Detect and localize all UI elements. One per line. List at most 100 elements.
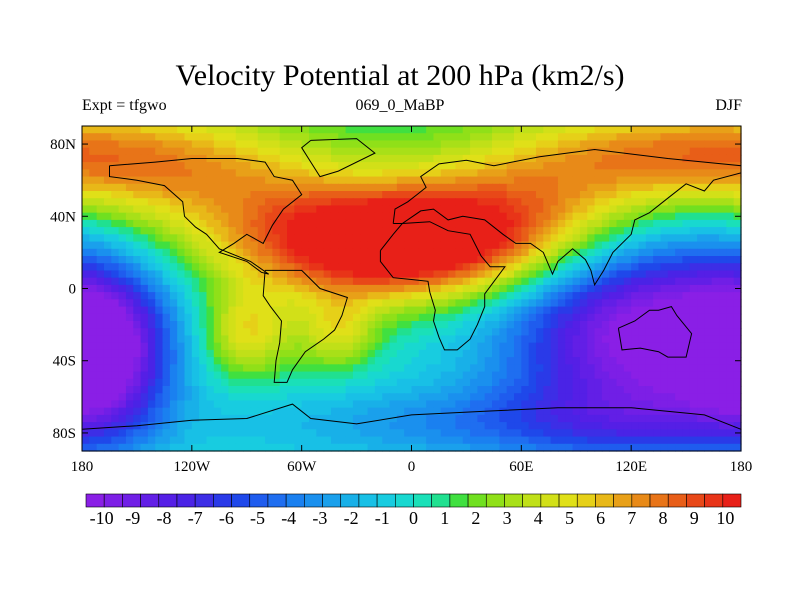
field-cell (726, 349, 735, 358)
field-cell (543, 241, 552, 250)
field-cell (308, 357, 317, 365)
field-cell (601, 219, 610, 228)
field-cell (418, 284, 427, 293)
field-cell (169, 191, 178, 199)
field-cell (543, 147, 552, 156)
field-cell (360, 219, 369, 228)
field-cell (389, 147, 398, 156)
field-cell (470, 133, 478, 142)
field-cell (697, 429, 705, 438)
field-cell (396, 183, 405, 192)
field-cell (609, 126, 618, 134)
field-cell (682, 357, 691, 365)
field-cell (89, 386, 98, 394)
field-cell (294, 234, 303, 243)
field-cell (653, 263, 662, 272)
field-cell (103, 256, 112, 264)
field-cell (638, 147, 647, 156)
field-cell (323, 154, 332, 163)
field-cell (455, 407, 464, 416)
field-cell (382, 248, 391, 257)
field-cell (440, 191, 449, 199)
field-cell (360, 162, 369, 170)
field-cell (308, 256, 317, 264)
field-cell (169, 169, 178, 178)
field-cell (455, 140, 464, 149)
field-cell (308, 429, 317, 438)
field-cell (404, 234, 413, 243)
field-cell (660, 256, 669, 264)
field-cell (272, 219, 281, 228)
field-cell (587, 335, 596, 344)
field-cell (389, 443, 398, 452)
field-cell (638, 227, 647, 235)
field-cell (221, 436, 230, 445)
field-cell (418, 328, 427, 337)
field-cell (418, 162, 427, 170)
field-cell (631, 212, 640, 221)
field-cell (162, 227, 171, 235)
field-cell (462, 386, 471, 394)
field-cell (169, 154, 178, 163)
field-cell (250, 176, 259, 185)
field-cell (374, 292, 383, 300)
field-cell (484, 183, 493, 192)
field-cell (243, 248, 252, 257)
field-cell (308, 140, 317, 149)
field-cell (572, 169, 581, 178)
field-cell (184, 277, 193, 286)
field-cell (265, 422, 273, 430)
field-cell (140, 219, 149, 228)
field-cell (484, 154, 493, 163)
field-cell (221, 133, 230, 142)
field-cell (492, 400, 500, 409)
field-cell (140, 176, 149, 185)
field-cell (221, 205, 230, 214)
field-cell (697, 299, 705, 308)
field-cell (528, 378, 537, 387)
field-cell (360, 263, 369, 272)
field-cell (330, 126, 339, 134)
field-cell (111, 154, 120, 163)
field-cell (675, 212, 684, 221)
field-cell (557, 183, 566, 192)
field-cell (645, 256, 654, 264)
field-cell (111, 126, 120, 134)
field-cell (704, 191, 713, 199)
field-cell (243, 321, 252, 329)
field-cell (733, 299, 742, 308)
field-cell (111, 422, 120, 430)
field-cell (565, 140, 574, 149)
colorbar-label: 8 (659, 508, 668, 528)
field-cell (301, 371, 310, 380)
field-cell (506, 270, 515, 279)
field-cell (426, 176, 435, 185)
field-cell (89, 407, 98, 416)
field-cell (455, 393, 464, 402)
field-cell (147, 234, 156, 243)
field-cell (426, 256, 435, 264)
field-cell (601, 349, 610, 358)
field-cell (184, 407, 193, 416)
field-cell (550, 400, 559, 409)
field-cell (330, 378, 339, 387)
field-cell (565, 154, 574, 163)
field-cell (499, 313, 508, 322)
field-cell (543, 407, 552, 416)
field-cell (623, 357, 632, 365)
field-cell (645, 436, 654, 445)
field-cell (221, 364, 230, 373)
field-cell (660, 126, 669, 134)
field-cell (184, 147, 193, 156)
field-cell (477, 364, 486, 373)
field-cell (557, 263, 566, 272)
field-cell (396, 371, 405, 380)
field-cell (704, 335, 713, 344)
field-cell (462, 198, 471, 207)
field-cell (557, 414, 566, 423)
field-cell (587, 443, 596, 452)
field-cell (96, 162, 105, 170)
field-cell (631, 414, 640, 423)
field-cell (499, 371, 508, 380)
field-cell (433, 126, 442, 134)
